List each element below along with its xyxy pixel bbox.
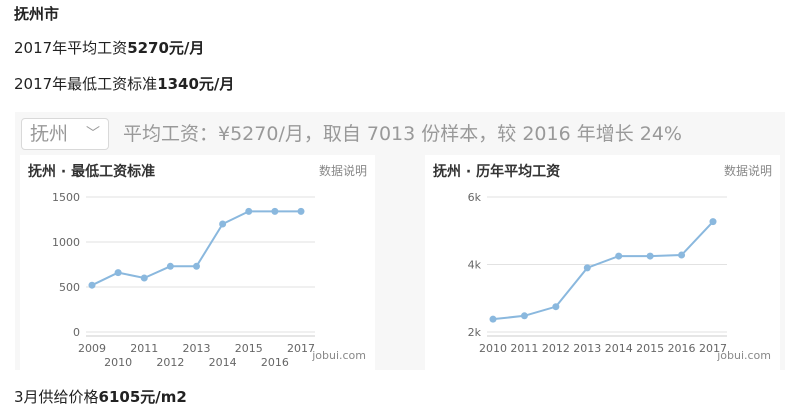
minimum-wage-chart-watermark: jobui.com [311, 349, 366, 362]
minimum-wage-chart-y-tick-label: 500 [59, 281, 80, 294]
average-wage-chart-data-point [552, 303, 560, 311]
average-wage-chart-x-tick-label: 2016 [668, 342, 696, 355]
minimum-wage-value: 1340元/月 [157, 75, 235, 93]
minimum-wage-chart-x-tick-label: 2015 [235, 342, 263, 355]
average-wage-chart-series-line [492, 220, 714, 321]
average-wage-chart-x-tick-label: 2017 [699, 342, 727, 355]
minimum-wage-chart-panel: 0 500 1000 1500 2009 2011 2013 2015 2017 2010 2012… [20, 155, 375, 370]
minimum-wage-chart-x-tick-label: 2013 [183, 342, 211, 355]
average-wage-chart-y-tick-label: 6k [468, 191, 482, 204]
minimum-wage-chart-x-tick-label: 2010 [104, 356, 132, 369]
minimum-wage-chart-data-point [114, 269, 122, 277]
city-select-value: 抚州 [30, 123, 69, 145]
minimum-wage-chart-y-tick-label: 1500 [52, 191, 80, 204]
average-wage-chart-x-tick-label: 2011 [510, 342, 538, 355]
minimum-wage-chart-x-tick-label: 2009 [78, 342, 106, 355]
salary-summary: 平均工资：¥5270/月，取自 7013 份样本，较 2016 年增长 24% [123, 123, 682, 145]
average-wage-chart-y-tick-label: 4k [468, 259, 482, 272]
average-wage-chart-data-point [646, 252, 654, 260]
minimum-wage-chart-data-point [219, 220, 227, 228]
average-wage-chart-data-point [489, 315, 497, 323]
supply-price-label: 3月供给价格 [14, 388, 99, 406]
supply-price-value: 6105元/m2 [98, 388, 187, 406]
average-wage-chart-data-point [520, 312, 528, 320]
average-wage-value: 5270元/月 [127, 39, 205, 57]
city-select[interactable]: 抚州 ﹀ [21, 118, 109, 150]
city-heading: 抚州市 [14, 5, 60, 23]
minimum-wage-chart-x-tick-label: 2016 [261, 356, 289, 369]
minimum-wage-chart-data-point [88, 281, 96, 289]
minimum-wage-chart-title: 抚州 · 最低工资标准 [28, 164, 156, 180]
chevron-down-icon: ﹀ [86, 126, 100, 142]
average-wage-chart-x-tick-label: 2013 [573, 342, 601, 355]
average-wage-label: 2017年平均工资 [14, 39, 128, 57]
average-wage-data-note-link[interactable]: 数据说明 [723, 164, 772, 178]
average-wage-chart-x-tick-label: 2015 [636, 342, 664, 355]
minimum-wage-chart-series-line [91, 210, 301, 287]
salary-widget: 抚州 ﹀ 平均工资：¥5270/月，取自 7013 份样本，较 2016 年增长… [15, 112, 785, 370]
average-wage-chart: 2k 4k 6k 2010 2011 2012 2013 2014 2015 2016 2017jo… [468, 191, 771, 362]
average-wage-chart-panel: 2k 4k 6k 2010 2011 2012 2013 2014 2015 2016 2017 jo… [425, 155, 780, 370]
average-wage-chart-data-point [678, 251, 686, 259]
average-wage-chart-data-point [583, 264, 591, 272]
minimum-wage-chart-data-point [166, 262, 174, 270]
minimum-wage-chart-x-tick-label: 2011 [130, 342, 158, 355]
minimum-wage-chart-x-tick-label: 2012 [156, 356, 184, 369]
minimum-wage-chart: 0 500 1000 1500 2009 2011 2013 2015 2017 2010 2012… [52, 191, 366, 369]
minimum-wage-data-note-link[interactable]: 数据说明 [318, 164, 367, 178]
average-wage-chart-x-tick-label: 2014 [605, 342, 633, 355]
minimum-wage-chart-data-point [271, 207, 279, 215]
minimum-wage-chart-x-tick-label: 2017 [287, 342, 315, 355]
minimum-wage-chart-y-tick-label: 0 [73, 326, 80, 339]
average-wage-chart-title: 抚州 · 历年平均工资 [433, 164, 561, 180]
average-wage-chart-y-tick-label: 2k [468, 326, 482, 339]
average-wage-line: 2017年平均工资5270元/月 [14, 38, 204, 58]
average-wage-chart-x-tick-label: 2012 [542, 342, 570, 355]
average-wage-chart-x-tick-label: 2010 [479, 342, 507, 355]
supply-price-line: 3月供给价格6105元/m2 [14, 387, 187, 407]
minimum-wage-chart-data-point [140, 274, 148, 282]
minimum-wage-chart-data-point [297, 207, 305, 215]
minimum-wage-chart-data-point [193, 262, 200, 270]
average-wage-chart-data-point [709, 218, 717, 226]
average-wage-chart-watermark: jobui.com [716, 349, 771, 362]
minimum-wage-chart-data-point [245, 207, 253, 215]
minimum-wage-label: 2017年最低工资标准 [14, 75, 158, 93]
minimum-wage-chart-y-tick-label: 1000 [52, 236, 80, 249]
average-wage-chart-data-point [615, 252, 623, 260]
minimum-wage-chart-x-tick-label: 2014 [209, 356, 237, 369]
minimum-wage-line: 2017年最低工资标准1340元/月 [14, 74, 234, 94]
